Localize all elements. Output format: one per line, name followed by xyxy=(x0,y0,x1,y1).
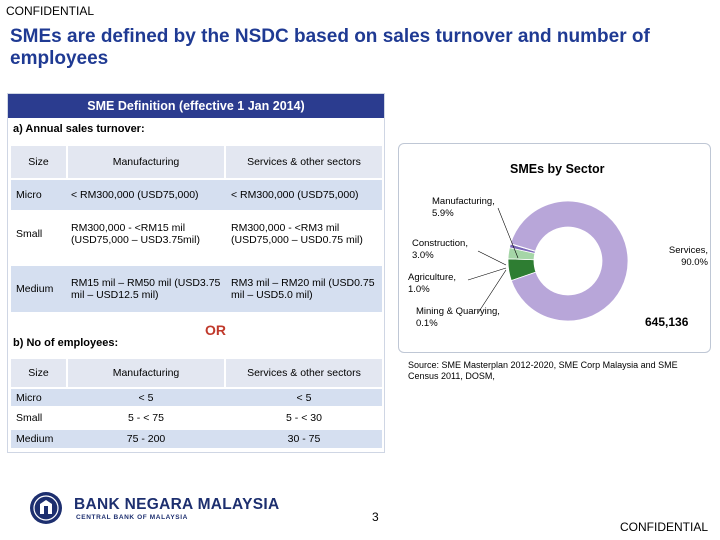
sales-row-services: RM3 mil – RM20 mil (USD0.75 mil – USD5.0… xyxy=(231,277,375,301)
sales-section-label: a) Annual sales turnover: xyxy=(13,123,145,135)
sme-definition-panel: SME Definition (effective 1 Jan 2014) a)… xyxy=(7,93,385,453)
pie-chart xyxy=(467,200,629,322)
emp-row-services: < 5 xyxy=(296,391,312,404)
emp-row-manufacturing: 5 - < 75 xyxy=(128,411,164,424)
source-note: Source: SME Masterplan 2012-2020, SME Co… xyxy=(408,360,678,381)
sales-row-manufacturing: RM15 mil – RM50 mil (USD3.75 mil – USD12… xyxy=(71,277,221,301)
sales-col-manufacturing: Manufacturing xyxy=(68,146,224,178)
employees-section-label: b) No of employees: xyxy=(13,337,119,349)
leader-line xyxy=(467,267,507,281)
emp-col-manufacturing: Manufacturing xyxy=(68,359,224,387)
confidential-header: CONFIDENTIAL xyxy=(6,4,95,18)
leader-line xyxy=(477,250,507,266)
bank-subtitle: CENTRAL BANK OF MALAYSIA xyxy=(76,514,188,521)
emp-row-size: Small xyxy=(16,411,43,424)
emp-row-size: Micro xyxy=(16,391,42,404)
emp-row-services: 30 - 75 xyxy=(287,433,321,445)
bank-name: BANK NEGARA MALAYSIA xyxy=(74,496,280,513)
sales-col-services: Services & other sectors xyxy=(226,146,382,178)
table-row xyxy=(11,389,382,406)
bank-crest-icon xyxy=(30,492,62,524)
sales-row-size: Small xyxy=(16,228,43,240)
emp-row-manufacturing: 75 - 200 xyxy=(126,433,166,445)
sales-row-manufacturing: RM300,000 - <RM15 mil (USD75,000 – USD3.… xyxy=(71,222,200,246)
page-number: 3 xyxy=(372,510,379,524)
sales-row-services: < RM300,000 (USD75,000) xyxy=(231,189,359,201)
chart-title: SMEs by Sector xyxy=(510,162,605,176)
emp-row-size: Medium xyxy=(16,433,54,445)
emp-col-services: Services & other sectors xyxy=(226,359,382,387)
label-manufacturing-text: Manufacturing, 5.9% xyxy=(432,196,495,219)
sales-row-size: Micro xyxy=(16,189,42,201)
leader-line xyxy=(477,269,507,314)
sales-row-manufacturing: < RM300,000 (USD75,000) xyxy=(71,189,199,201)
definition-heading: SME Definition (effective 1 Jan 2014) xyxy=(8,94,384,118)
sales-col-size: Size xyxy=(11,146,66,178)
chart-total: 645,136 xyxy=(645,315,689,329)
emp-col-size: Size xyxy=(11,359,66,387)
emp-row-services: 5 - < 30 xyxy=(286,411,322,424)
emp-row-manufacturing: < 5 xyxy=(138,391,154,404)
table-row xyxy=(11,214,382,254)
slide-title: SMEs are defined by the NSDC based on sa… xyxy=(10,26,650,69)
table-row xyxy=(11,409,382,426)
or-label: OR xyxy=(205,322,226,338)
table-row xyxy=(11,180,382,210)
table-row xyxy=(11,430,382,448)
sales-row-services: RM300,000 - <RM3 mil (USD75,000 – USD0.7… xyxy=(231,222,363,246)
label-services: Services, 90.0% xyxy=(668,245,708,268)
label-construction: Construction, 3.0% xyxy=(412,238,468,261)
label-manufacturing: Manufacturing, 5.9% xyxy=(432,196,512,220)
label-mining: Mining & Quarrying, 0.1% xyxy=(416,306,500,329)
confidential-footer: CONFIDENTIAL xyxy=(620,520,709,534)
label-agriculture: Agriculture, 1.0% xyxy=(408,272,457,295)
leader-line xyxy=(497,207,519,259)
pie-slice-services xyxy=(510,200,629,322)
table-row xyxy=(11,266,382,312)
sales-row-size: Medium xyxy=(16,283,54,295)
